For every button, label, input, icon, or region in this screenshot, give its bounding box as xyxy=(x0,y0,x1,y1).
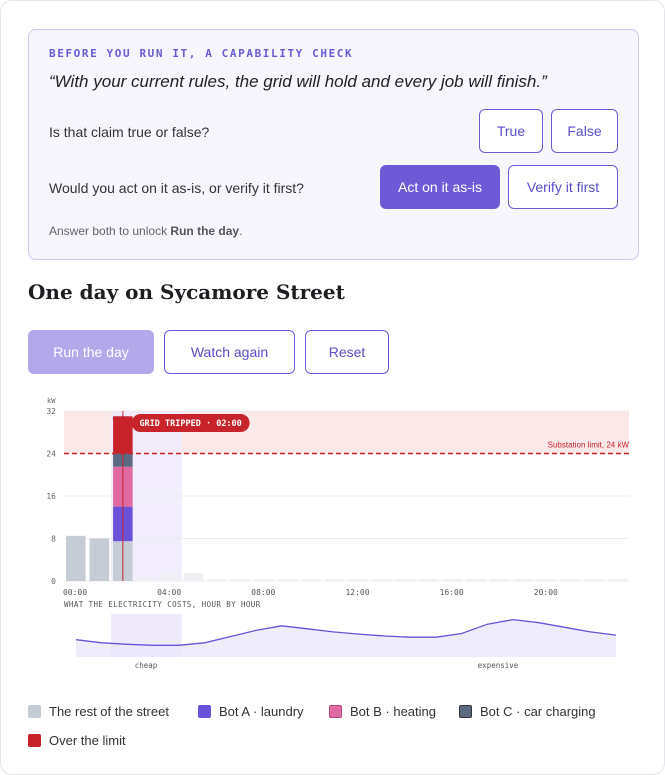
swatch-icon xyxy=(459,705,472,718)
bar-rest-of-street xyxy=(583,578,604,581)
swatch-icon xyxy=(28,705,41,718)
bar-rest-of-street xyxy=(301,578,321,581)
bar-rest-of-street xyxy=(230,578,251,581)
price-expensive-label: expensive xyxy=(478,661,519,670)
swatch-icon xyxy=(28,734,41,747)
verify-first-button[interactable]: Verify it first xyxy=(508,165,618,209)
grid-tripped-label: GRID TRIPPED · 02:00 xyxy=(139,419,241,429)
run-day-button[interactable]: Run the day xyxy=(28,330,154,374)
bar-rest-of-street xyxy=(513,578,533,581)
reset-button[interactable]: Reset xyxy=(305,330,389,374)
bar-rest-of-street xyxy=(372,578,392,581)
claim-text: “With your current rules, the grid will … xyxy=(49,72,547,91)
legend-item-over-limit: Over the limit xyxy=(28,733,126,748)
bar-rest-of-street xyxy=(254,578,274,581)
true-button[interactable]: True xyxy=(479,109,543,153)
bar-rest-of-street xyxy=(489,578,510,581)
watch-again-button[interactable]: Watch again xyxy=(164,330,295,374)
bar-rest-of-street xyxy=(160,573,180,581)
price-cheap-label: cheap xyxy=(135,661,158,670)
y-tick-label: 24 xyxy=(46,450,56,459)
question-act-verify: Would you act on it as-is, or verify it … xyxy=(49,180,304,196)
y-tick-label: 16 xyxy=(46,492,56,501)
legend-item-bot-b: Bot B · heating xyxy=(329,704,436,719)
bar-rest-of-street xyxy=(395,578,416,581)
bar-rest-of-street xyxy=(536,578,557,581)
unlock-hint: Answer both to unlock Run the day. xyxy=(49,224,243,238)
bar-rest-of-street xyxy=(207,578,227,581)
bar-rest-of-street xyxy=(277,578,298,581)
capability-check-panel: BEFORE YOU RUN IT, A CAPABILITY CHECK “W… xyxy=(28,29,639,260)
bar-rest-of-street xyxy=(89,538,110,581)
price-line xyxy=(75,618,617,646)
false-button[interactable]: False xyxy=(551,109,618,153)
swatch-icon xyxy=(198,705,211,718)
bar-rest-of-street xyxy=(183,573,204,581)
substation-limit-label: Substation limit, 24 kW xyxy=(548,441,630,450)
swatch-icon xyxy=(329,705,342,718)
y-tick-label: 32 xyxy=(46,407,56,416)
question-true-false: Is that claim true or false? xyxy=(49,124,210,140)
legend-item-rest-of-street: The rest of the street xyxy=(28,704,169,719)
load-chart: CHEA32241680kWSubstation limit, 24 kWGRI… xyxy=(46,397,630,670)
legend-item-bot-a: Bot A · laundry xyxy=(198,704,304,719)
bar-rest-of-street xyxy=(466,578,486,581)
check-title: BEFORE YOU RUN IT, A CAPABILITY CHECK xyxy=(49,47,354,60)
x-tick-label: 12:00 xyxy=(345,588,369,597)
bar-rest-of-street xyxy=(66,535,86,581)
y-axis-unit: kW xyxy=(47,397,56,405)
act-as-is-button[interactable]: Act on it as-is xyxy=(380,165,500,209)
x-tick-label: 04:00 xyxy=(157,588,181,597)
y-tick-label: 0 xyxy=(51,577,56,586)
y-tick-label: 8 xyxy=(51,535,56,544)
bar-rest-of-street xyxy=(136,578,157,581)
bar-rest-of-street xyxy=(442,578,463,581)
x-tick-label: 20:00 xyxy=(534,588,558,597)
bar-rest-of-street xyxy=(560,578,580,581)
price-area xyxy=(76,619,616,657)
bar-rest-of-street xyxy=(324,578,345,581)
x-tick-label: 16:00 xyxy=(440,588,464,597)
bar-rest-of-street xyxy=(607,578,627,581)
grid-tripped-badge xyxy=(131,414,250,432)
price-title: WHAT THE ELECTRICITY COSTS, HOUR BY HOUR xyxy=(64,600,261,609)
x-tick-label: 08:00 xyxy=(251,588,275,597)
x-tick-label: 00:00 xyxy=(63,588,87,597)
page-title: One day on Sycamore Street xyxy=(28,280,345,304)
legend-item-bot-c: Bot C · car charging xyxy=(459,704,596,719)
bar-rest-of-street xyxy=(348,578,369,581)
bar-rest-of-street xyxy=(419,578,439,581)
